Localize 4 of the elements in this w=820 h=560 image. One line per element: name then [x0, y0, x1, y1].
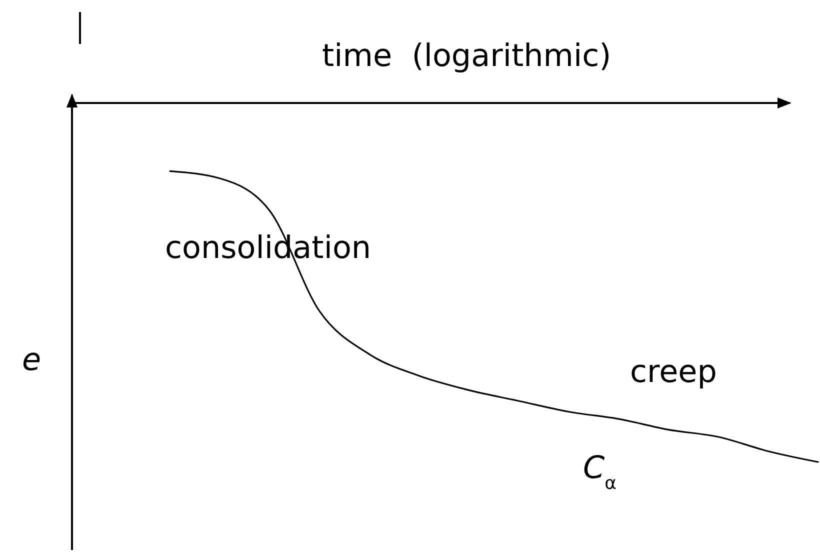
x-axis-title: time (logarithmic): [322, 38, 612, 74]
y-axis-title: e: [22, 342, 42, 378]
annotation: C$_{α}$: [583, 450, 617, 494]
annotation: creep: [630, 354, 717, 390]
